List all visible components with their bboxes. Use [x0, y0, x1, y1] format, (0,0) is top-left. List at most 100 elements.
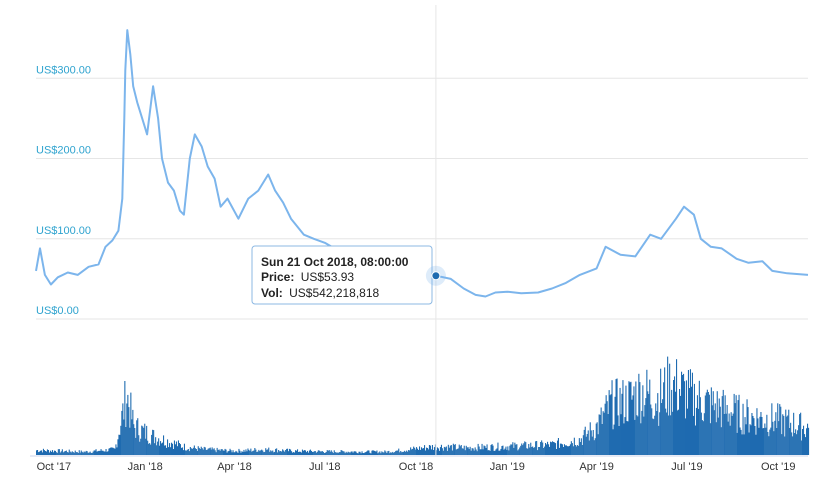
- volume-bar: [51, 450, 53, 455]
- volume-bar: [70, 452, 72, 455]
- date-tick-label: Apr '19: [579, 461, 614, 473]
- volume-bar: [774, 420, 776, 455]
- volume-bar: [264, 451, 266, 455]
- volume-bar: [61, 449, 63, 455]
- volume-bar: [146, 425, 148, 455]
- volume-bar: [686, 408, 688, 455]
- volume-bar: [769, 429, 771, 455]
- volume-bar: [508, 450, 510, 455]
- volume-bar: [789, 428, 791, 455]
- volume-bar: [522, 445, 524, 455]
- volume-bar: [128, 407, 130, 455]
- volume-bar: [216, 447, 218, 455]
- volume-bar: [180, 447, 182, 455]
- volume-bar: [308, 450, 310, 455]
- volume-bar: [316, 451, 318, 455]
- volume-bar: [759, 416, 761, 455]
- volume-bar: [649, 379, 651, 455]
- volume-bar: [126, 403, 128, 455]
- volume-bar: [283, 450, 285, 455]
- volume-bar: [217, 449, 219, 455]
- volume-bar: [660, 368, 662, 455]
- volume-bar: [576, 445, 578, 455]
- volume-bar: [497, 442, 499, 455]
- volume-bar: [564, 445, 566, 455]
- volume-bar: [592, 430, 594, 455]
- volume-bar: [663, 382, 665, 455]
- volume-bar: [201, 448, 203, 455]
- volume-bar: [702, 421, 704, 455]
- volume-bar: [772, 421, 774, 455]
- volume-bar: [278, 450, 280, 455]
- volume-bar: [700, 412, 702, 455]
- volume-bar: [451, 450, 453, 455]
- volume-bar: [515, 444, 517, 455]
- volume-bar: [526, 448, 528, 455]
- volume-bar: [332, 453, 334, 455]
- volume-bar: [623, 423, 625, 455]
- volume-bar: [693, 383, 695, 455]
- volume-bar: [464, 450, 466, 455]
- volume-bar: [657, 393, 659, 455]
- volume-bar: [89, 451, 91, 455]
- volume-bar: [403, 451, 405, 455]
- volume-bar: [137, 418, 139, 455]
- volume-bar: [494, 450, 496, 455]
- volume-bar: [568, 445, 570, 455]
- volume-bar: [703, 413, 705, 455]
- volume-bar: [516, 444, 518, 455]
- volume-bar: [551, 442, 553, 455]
- volume-bar: [536, 441, 538, 455]
- volume-bar: [127, 394, 129, 455]
- volume-bar: [322, 451, 324, 455]
- volume-bar: [124, 381, 126, 455]
- volume-bar: [357, 453, 359, 455]
- volume-bar: [142, 426, 144, 455]
- volume-bar: [129, 427, 131, 455]
- volume-bar: [190, 448, 192, 455]
- volume-bar: [596, 422, 598, 455]
- volume-bar: [400, 451, 402, 455]
- volume-bar: [521, 443, 523, 455]
- volume-bar: [656, 411, 658, 455]
- volume-bar: [131, 419, 133, 455]
- volume-bar: [39, 451, 41, 455]
- volume-bar: [112, 447, 114, 455]
- volume-bar: [716, 391, 718, 455]
- volume-bar: [482, 449, 484, 455]
- volume-bar: [611, 380, 613, 455]
- volume-bar: [461, 448, 463, 455]
- volume-bar: [286, 448, 288, 455]
- volume-bar: [776, 428, 778, 455]
- volume-bar: [675, 391, 677, 455]
- price-series-line: [35, 29, 809, 298]
- volume-bar: [431, 445, 433, 455]
- volume-bar: [327, 450, 329, 455]
- volume-bar: [690, 386, 692, 455]
- price-tick-label: US$300.00: [36, 64, 91, 76]
- volume-bar: [640, 423, 642, 455]
- volume-bar: [454, 444, 456, 455]
- volume-bar: [152, 429, 154, 455]
- volume-bar: [171, 443, 173, 455]
- volume-bar: [613, 424, 615, 455]
- volume-bar: [674, 376, 676, 455]
- volume-bar: [743, 434, 745, 455]
- volume-bar: [534, 447, 536, 455]
- volume-bar: [632, 395, 634, 455]
- volume-bar: [483, 445, 485, 455]
- volume-bar: [279, 451, 281, 455]
- volume-bar: [767, 432, 769, 455]
- volume-bar: [757, 418, 759, 455]
- volume-bar: [119, 434, 121, 455]
- volume-bar: [212, 449, 214, 455]
- volume-bar: [562, 447, 564, 455]
- hover-marker-dot: [431, 271, 441, 281]
- volume-bar: [42, 448, 44, 455]
- volume-bar: [498, 450, 500, 455]
- volume-bar: [178, 443, 180, 455]
- volume-bar: [756, 408, 758, 455]
- volume-bar: [487, 450, 489, 455]
- volume-bar: [275, 448, 277, 455]
